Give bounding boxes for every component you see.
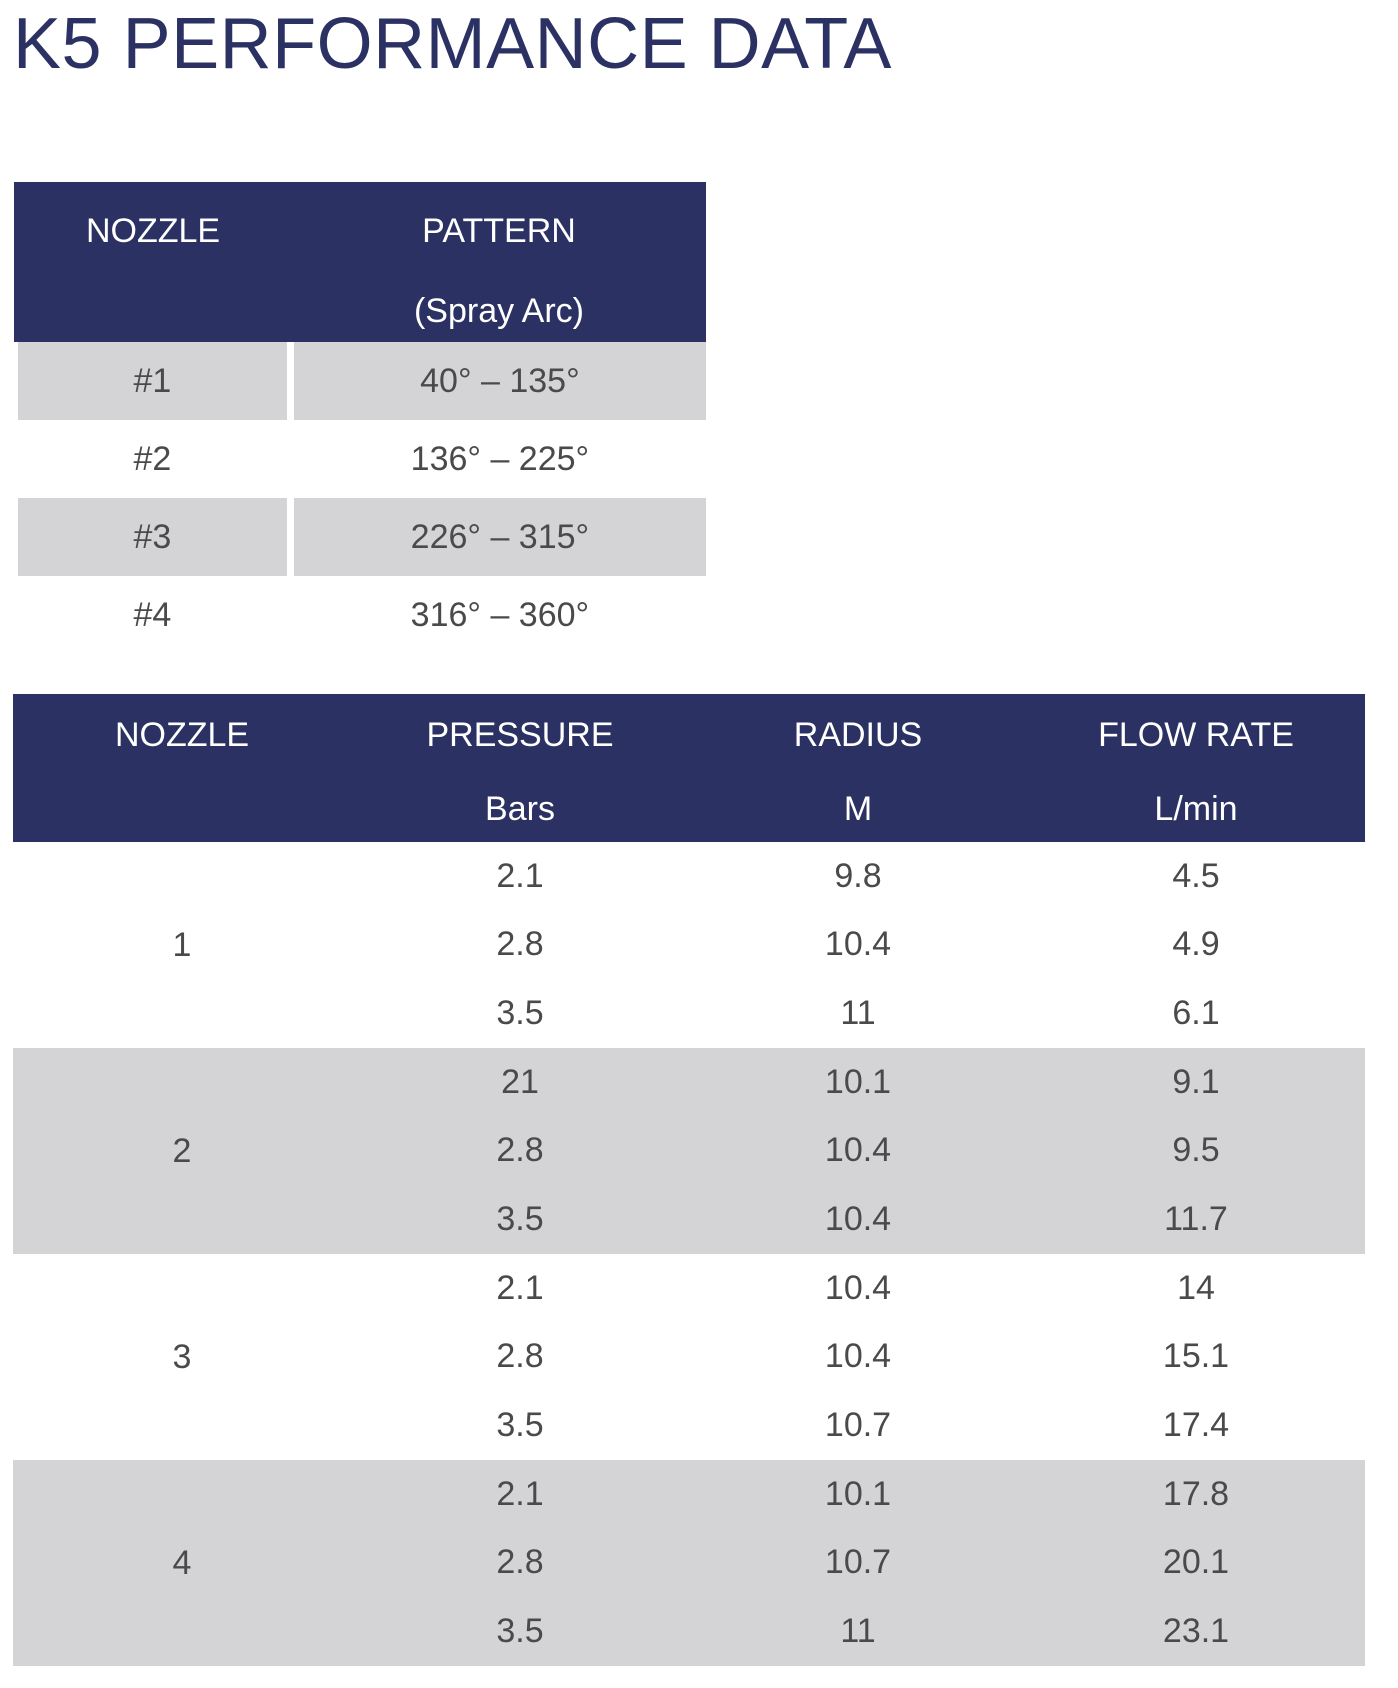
pressure-cell: 3.5 (496, 1406, 544, 1445)
header-nozzle-label: NOZZLE (85, 212, 221, 250)
pressure-cell: 2.1 (496, 1268, 544, 1307)
table-row: 3.5 10.7 17.4 (351, 1391, 1365, 1460)
radius-cell: 10.4 (824, 925, 892, 964)
pattern-cell: 226° – 315° (293, 498, 706, 576)
header-pressure-unit: Bars (485, 790, 555, 828)
header-radius-label: RADIUS (793, 716, 923, 754)
pressure-cell: 2.1 (496, 1474, 544, 1513)
pressure-cell: 2.8 (496, 1337, 544, 1376)
pattern-table: NOZZLE PATTERN (Spray Arc) #1 40° – 135°… (14, 182, 706, 654)
header-flow-rate-unit: L/min (1154, 790, 1238, 828)
pattern-table-header: NOZZLE PATTERN (Spray Arc) (14, 182, 706, 342)
nozzle-group: 2 21 10.1 9.1 2.8 10.4 9.5 3.5 10.4 11.7 (13, 1048, 1365, 1254)
nozzle-group: 3 2.1 10.4 14 2.8 10.4 15.1 3.5 10.7 17.… (13, 1254, 1365, 1460)
pressure-cell: 3.5 (496, 1612, 544, 1651)
nozzle-cell: 1 (172, 925, 192, 964)
table-row: #4 316° – 360° (14, 576, 706, 654)
flow-rate-cell: 17.8 (1162, 1474, 1230, 1513)
flow-rate-cell: 4.5 (1172, 856, 1220, 895)
radius-cell: 9.8 (834, 856, 882, 895)
radius-cell: 10.4 (824, 1131, 892, 1170)
header-flow-rate: FLOW RATE L/min (1027, 694, 1365, 842)
table-row: 3.5 11 23.1 (351, 1597, 1365, 1666)
nozzle-cell: 2 (172, 1131, 192, 1170)
flow-rate-cell: 17.4 (1162, 1406, 1230, 1445)
radius-cell: 10.7 (824, 1406, 892, 1445)
nozzle-cell: 3 (172, 1337, 192, 1376)
performance-table: NOZZLE PRESSURE Bars RADIUS M FLOW RATE … (13, 694, 1365, 1666)
pressure-cell: 3.5 (496, 1200, 544, 1239)
table-row: 2.8 10.4 4.9 (351, 911, 1365, 980)
flow-rate-cell: 9.5 (1172, 1131, 1220, 1170)
radius-cell: 10.1 (824, 1474, 892, 1513)
header-radius-unit: M (843, 790, 873, 828)
nozzle-cell: #1 (18, 342, 287, 420)
pressure-cell: 2.8 (496, 1543, 544, 1582)
nozzle-cell: #3 (18, 498, 287, 576)
header-pressure: PRESSURE Bars (351, 694, 689, 842)
flow-rate-cell: 6.1 (1172, 994, 1220, 1033)
header-nozzle-label: NOZZLE (114, 716, 250, 754)
table-row: 2.1 10.1 17.8 (351, 1460, 1365, 1529)
nozzle-group: 4 2.1 10.1 17.8 2.8 10.7 20.1 3.5 11 23.… (13, 1460, 1365, 1666)
flow-rate-cell: 11.7 (1164, 1200, 1228, 1239)
table-row: 2.8 10.7 20.1 (351, 1529, 1365, 1598)
nozzle-group: 1 2.1 9.8 4.5 2.8 10.4 4.9 3.5 11 6.1 (13, 842, 1365, 1048)
header-nozzle: NOZZLE (13, 694, 351, 842)
pressure-cell: 3.5 (496, 994, 544, 1033)
flow-rate-cell: 4.9 (1172, 925, 1220, 964)
page-title: K5 PERFORMANCE DATA (13, 4, 892, 84)
pattern-cell: 40° – 135° (293, 342, 706, 420)
pressure-cell: 2.1 (496, 856, 544, 895)
pressure-cell: 2.8 (496, 925, 544, 964)
table-row: 2.8 10.4 15.1 (351, 1323, 1365, 1392)
radius-cell: 11 (840, 1612, 876, 1651)
flow-rate-cell: 15.1 (1162, 1337, 1230, 1376)
radius-cell: 10.4 (824, 1337, 892, 1376)
flow-rate-cell: 23.1 (1162, 1612, 1230, 1651)
nozzle-cell: #4 (133, 595, 172, 634)
radius-cell: 10.1 (824, 1062, 892, 1101)
pattern-cell: 316° – 360° (410, 595, 590, 634)
table-row: 2.1 10.4 14 (351, 1254, 1365, 1323)
header-nozzle: NOZZLE (14, 182, 292, 342)
table-row: 2.8 10.4 9.5 (351, 1117, 1365, 1186)
header-pattern-subtitle: (Spray Arc) (413, 292, 585, 330)
table-row: 3.5 10.4 11.7 (351, 1185, 1365, 1254)
table-row: 21 10.1 9.1 (351, 1048, 1365, 1117)
flow-rate-cell: 20.1 (1162, 1543, 1230, 1582)
header-pressure-label: PRESSURE (426, 716, 614, 754)
pressure-cell: 2.8 (496, 1131, 544, 1170)
radius-cell: 10.4 (824, 1200, 892, 1239)
pressure-cell: 21 (501, 1062, 539, 1101)
table-row: #3 226° – 315° (14, 498, 706, 576)
radius-cell: 10.7 (824, 1543, 892, 1582)
header-flow-rate-label: FLOW RATE (1098, 716, 1294, 754)
flow-rate-cell: 14 (1177, 1268, 1215, 1307)
table-row: 2.1 9.8 4.5 (351, 842, 1365, 911)
performance-table-header: NOZZLE PRESSURE Bars RADIUS M FLOW RATE … (13, 694, 1365, 842)
table-row: #2 136° – 225° (14, 420, 706, 498)
header-radius: RADIUS M (689, 694, 1027, 842)
pattern-cell: 136° – 225° (410, 439, 590, 478)
radius-cell: 11 (840, 994, 876, 1033)
header-pattern: PATTERN (Spray Arc) (292, 182, 706, 342)
nozzle-cell: #2 (133, 439, 172, 478)
header-pattern-label: PATTERN (422, 212, 576, 250)
table-row: 3.5 11 6.1 (351, 979, 1365, 1048)
flow-rate-cell: 9.1 (1172, 1062, 1220, 1101)
nozzle-cell: 4 (172, 1543, 192, 1582)
table-row: #1 40° – 135° (14, 342, 706, 420)
radius-cell: 10.4 (824, 1268, 892, 1307)
